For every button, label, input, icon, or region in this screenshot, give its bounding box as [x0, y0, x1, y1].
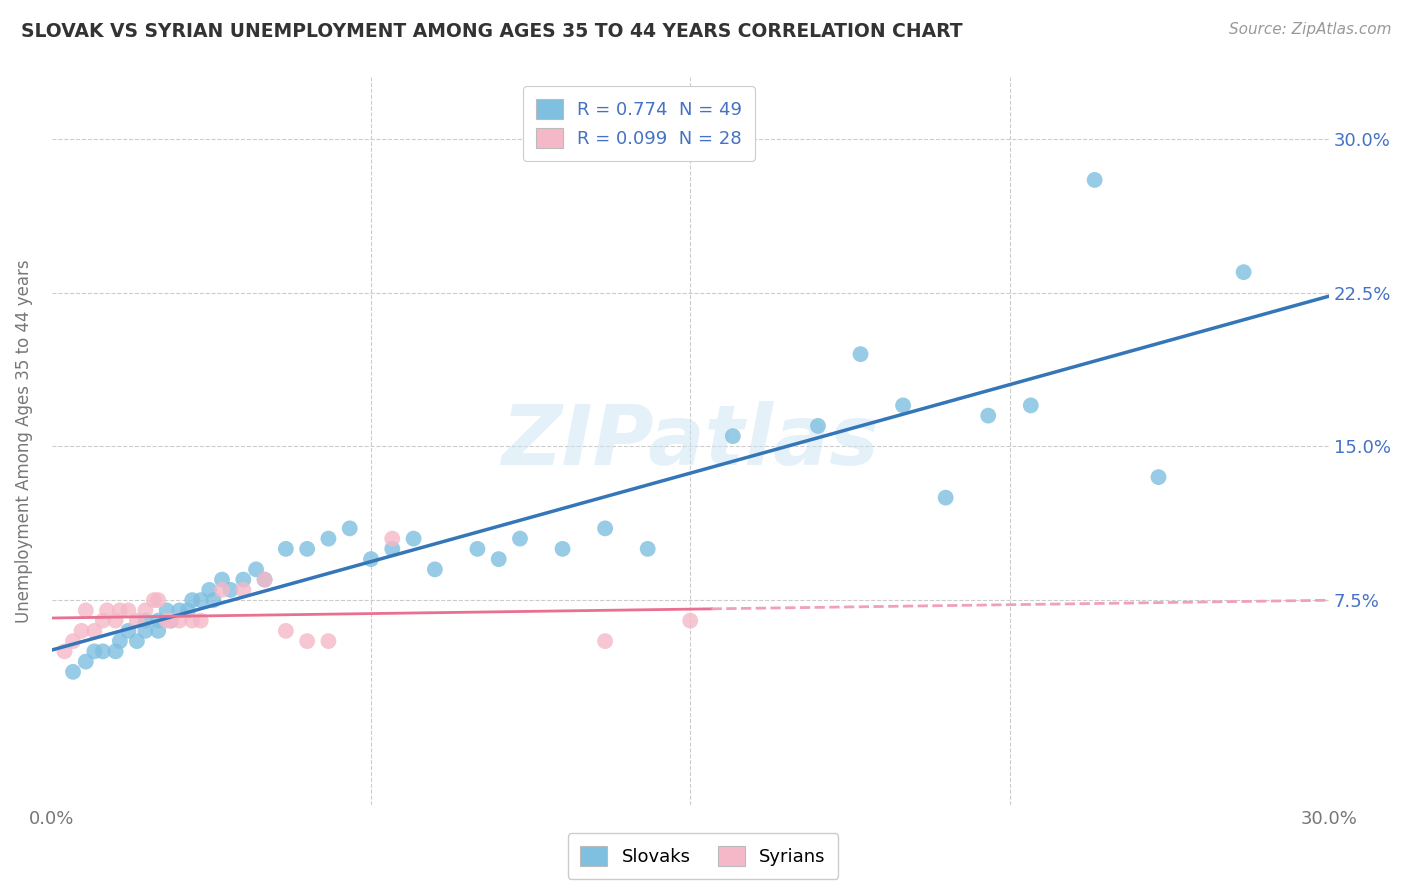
Point	[134, 624, 156, 638]
Point	[142, 593, 165, 607]
Point	[245, 562, 267, 576]
Point	[117, 603, 139, 617]
Point	[146, 593, 169, 607]
Point	[181, 614, 204, 628]
Point	[360, 552, 382, 566]
Point	[156, 603, 179, 617]
Point	[274, 541, 297, 556]
Point	[467, 541, 489, 556]
Point	[593, 634, 616, 648]
Point	[117, 624, 139, 638]
Point	[53, 644, 76, 658]
Point	[91, 614, 114, 628]
Point	[318, 532, 340, 546]
Point	[169, 614, 191, 628]
Point	[402, 532, 425, 546]
Point	[295, 541, 318, 556]
Point	[253, 573, 276, 587]
Point	[1019, 398, 1042, 412]
Point	[1233, 265, 1256, 279]
Point	[198, 582, 221, 597]
Point	[318, 634, 340, 648]
Point	[202, 593, 225, 607]
Point	[83, 624, 105, 638]
Point	[211, 573, 233, 587]
Point	[977, 409, 1000, 423]
Point	[232, 582, 254, 597]
Point	[935, 491, 957, 505]
Point	[125, 634, 148, 648]
Point	[679, 614, 702, 628]
Point	[125, 614, 148, 628]
Point	[190, 614, 212, 628]
Point	[75, 655, 97, 669]
Point	[160, 614, 183, 628]
Point	[637, 541, 659, 556]
Text: Source: ZipAtlas.com: Source: ZipAtlas.com	[1229, 22, 1392, 37]
Point	[156, 614, 179, 628]
Point	[232, 573, 254, 587]
Text: ZIPatlas: ZIPatlas	[502, 401, 879, 482]
Point	[62, 634, 84, 648]
Point	[108, 634, 131, 648]
Point	[108, 603, 131, 617]
Point	[891, 398, 914, 412]
Point	[593, 521, 616, 535]
Point	[62, 665, 84, 679]
Legend: R = 0.774  N = 49, R = 0.099  N = 28: R = 0.774 N = 49, R = 0.099 N = 28	[523, 87, 755, 161]
Point	[96, 603, 118, 617]
Point	[1084, 173, 1107, 187]
Point	[807, 418, 830, 433]
Point	[551, 541, 574, 556]
Point	[274, 624, 297, 638]
Point	[190, 593, 212, 607]
Point	[104, 614, 127, 628]
Point	[381, 541, 404, 556]
Point	[177, 603, 200, 617]
Y-axis label: Unemployment Among Ages 35 to 44 years: Unemployment Among Ages 35 to 44 years	[15, 260, 32, 624]
Point	[219, 582, 242, 597]
Point	[134, 614, 156, 628]
Point	[181, 593, 204, 607]
Point	[423, 562, 446, 576]
Point	[721, 429, 744, 443]
Point	[211, 582, 233, 597]
Point	[75, 603, 97, 617]
Point	[1147, 470, 1170, 484]
Point	[381, 532, 404, 546]
Point	[849, 347, 872, 361]
Point	[83, 644, 105, 658]
Point	[488, 552, 510, 566]
Point	[146, 614, 169, 628]
Point	[253, 573, 276, 587]
Point	[104, 644, 127, 658]
Point	[169, 603, 191, 617]
Point	[160, 614, 183, 628]
Point	[509, 532, 531, 546]
Point	[295, 634, 318, 648]
Legend: Slovaks, Syrians: Slovaks, Syrians	[568, 833, 838, 879]
Point	[91, 644, 114, 658]
Point	[134, 603, 156, 617]
Point	[339, 521, 361, 535]
Point	[70, 624, 93, 638]
Text: SLOVAK VS SYRIAN UNEMPLOYMENT AMONG AGES 35 TO 44 YEARS CORRELATION CHART: SLOVAK VS SYRIAN UNEMPLOYMENT AMONG AGES…	[21, 22, 963, 41]
Point	[146, 624, 169, 638]
